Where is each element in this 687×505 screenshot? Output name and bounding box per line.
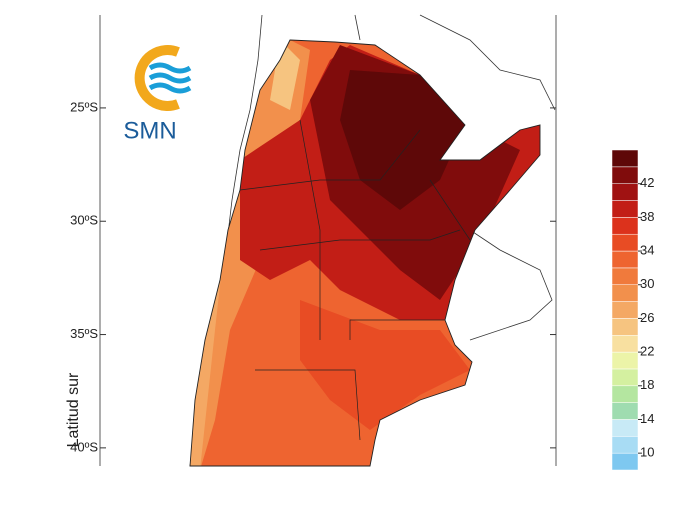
colorbar-bin: [611, 335, 639, 353]
colorbar-bin: [611, 301, 639, 319]
temperature-field: [190, 40, 540, 466]
colorbar-bin: [611, 149, 639, 168]
y-tick-label: 35ºS: [70, 326, 98, 341]
y-axis-label: Latitud sur: [65, 372, 82, 447]
colorbar-bin: [611, 436, 639, 454]
colorbar-bin: [611, 318, 639, 336]
logo-text: SMN: [123, 117, 176, 144]
colorbar-bin: [611, 233, 639, 252]
y-tick-label: 25ºS: [70, 99, 98, 114]
colorbar-label: 34: [640, 242, 654, 257]
colorbar-bin: [611, 284, 639, 302]
colorbar-bin: [611, 250, 639, 269]
colorbar-label: 14: [640, 411, 654, 426]
y-tick-label: 40ºS: [70, 439, 98, 454]
colorbar-bin: [611, 452, 639, 471]
colorbar-bin: [611, 166, 639, 184]
colorbar-bin: [611, 183, 639, 201]
colorbar-bin: [611, 351, 639, 370]
colorbar-label: 42: [640, 175, 654, 190]
colorbar-label: 26: [640, 310, 654, 325]
logo: SMN: [123, 45, 192, 144]
colorbar-label: 18: [640, 377, 654, 392]
colorbar-bin: [611, 200, 639, 218]
colorbar-label: 22: [640, 344, 654, 359]
country-outline: [189, 39, 541, 467]
colorbar-bin: [611, 419, 639, 437]
colorbar-label: 10: [640, 445, 654, 460]
colorbar-bin: [611, 402, 639, 420]
colorbar-bin: [611, 368, 639, 387]
colorbar-bin: [611, 217, 639, 235]
colorbar-bin: [611, 385, 639, 403]
colorbar-bin: [611, 267, 639, 285]
colorbar-label: 30: [640, 276, 654, 291]
colorbar-label: 38: [640, 209, 654, 224]
y-tick-label: 30ºS: [70, 213, 98, 228]
province-borders: [239, 119, 471, 441]
